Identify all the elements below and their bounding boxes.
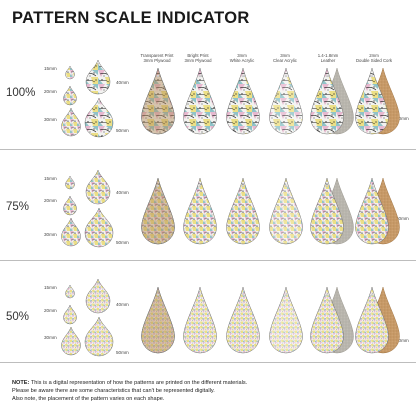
sample-drop-30mm bbox=[61, 326, 81, 356]
material-drop-white-acrylic bbox=[226, 177, 260, 245]
sample-drop-50mm bbox=[84, 207, 114, 248]
dim-label-50mm: 50mm bbox=[116, 128, 129, 133]
size-label-30mm: 30mm bbox=[44, 232, 57, 237]
size-label-15mm: 15mm bbox=[44, 176, 57, 181]
size-label-20mm: 20mm bbox=[44, 308, 57, 313]
material-drop-leather-front bbox=[310, 177, 344, 245]
material-header-white-acrylic: 3mm White Acrylic bbox=[218, 53, 266, 63]
material-line2: Double Sided Cork bbox=[355, 58, 393, 63]
size-label-15mm: 15mm bbox=[44, 66, 57, 71]
size-label-30mm: 30mm bbox=[44, 117, 57, 122]
material-drop-cork-front bbox=[355, 286, 389, 354]
material-header-cork: 2mm Double Sided Cork bbox=[350, 53, 398, 63]
material-line2: Leather bbox=[320, 58, 336, 63]
note-text: NOTE: This is a digital representation o… bbox=[12, 379, 408, 404]
material-header-bright-print: Bright Print 3mm Plywood bbox=[174, 53, 222, 63]
section-divider bbox=[0, 260, 416, 261]
material-drop-clear-acrylic bbox=[269, 286, 303, 354]
dim-label-40mm: 40mm bbox=[116, 80, 129, 85]
material-drop-transparent-print-overlay bbox=[141, 67, 175, 135]
page-title: PATTERN SCALE INDICATOR bbox=[12, 9, 250, 27]
material-drop-leather-front bbox=[310, 67, 344, 135]
dim-label-40mm: 40mm bbox=[116, 302, 129, 307]
note-line-1: NOTE: This is a digital representation o… bbox=[12, 379, 408, 387]
material-drop-cork-front bbox=[355, 67, 389, 135]
dim-label-50mm: 50mm bbox=[116, 350, 129, 355]
sample-drop-30mm bbox=[61, 217, 81, 247]
material-drop-clear-acrylic bbox=[269, 67, 303, 135]
dim-label-60mm: 60mm bbox=[396, 116, 409, 121]
material-line1: 1.4-1.8mm bbox=[317, 53, 339, 58]
material-header-leather: 1.4-1.8mm Leather bbox=[304, 53, 352, 63]
size-label-30mm: 30mm bbox=[44, 335, 57, 340]
scale-label-50: 50% bbox=[6, 311, 30, 323]
size-label-20mm: 20mm bbox=[44, 89, 57, 94]
sample-drop-40mm bbox=[85, 59, 111, 95]
dim-label-60mm: 60mm bbox=[396, 216, 409, 221]
scale-label-100: 100% bbox=[6, 87, 36, 99]
sample-drop-20mm bbox=[63, 85, 77, 106]
material-drop-white-acrylic bbox=[226, 286, 260, 354]
material-line1: Bright Print bbox=[187, 53, 209, 58]
material-drop-leather-front bbox=[310, 286, 344, 354]
material-line1: 3mm bbox=[280, 53, 290, 58]
material-drop-cork-front bbox=[355, 177, 389, 245]
material-header-transparent-print: Transparent Print 3mm Plywood bbox=[133, 53, 181, 63]
size-label-15mm: 15mm bbox=[44, 285, 57, 290]
material-drop-transparent-print-overlay bbox=[141, 286, 175, 354]
size-label-20mm: 20mm bbox=[44, 198, 57, 203]
sample-drop-15mm bbox=[65, 65, 75, 80]
material-drop-transparent-print-overlay bbox=[141, 177, 175, 245]
section-divider bbox=[0, 362, 416, 363]
material-drop-bright-print bbox=[183, 177, 217, 245]
sample-drop-20mm bbox=[63, 195, 77, 216]
material-drop-bright-print bbox=[183, 286, 217, 354]
sample-drop-20mm bbox=[63, 304, 77, 325]
material-drop-white-acrylic bbox=[226, 67, 260, 135]
dim-label-40mm: 40mm bbox=[116, 190, 129, 195]
material-header-clear-acrylic: 3mm Clear Acrylic bbox=[261, 53, 309, 63]
material-line2: White Acrylic bbox=[229, 58, 255, 63]
note-line-2: Please be aware there are some character… bbox=[12, 388, 215, 395]
dim-label-60mm: 60mm bbox=[396, 338, 409, 343]
material-line1: 3mm bbox=[237, 53, 247, 58]
note-line-1-text: This is a digital representation of how … bbox=[30, 380, 248, 386]
section-divider bbox=[0, 149, 416, 150]
sample-drop-15mm bbox=[65, 175, 75, 190]
sample-drop-50mm bbox=[84, 97, 114, 138]
dim-label-50mm: 50mm bbox=[116, 240, 129, 245]
scale-label-75: 75% bbox=[6, 201, 30, 213]
sample-drop-15mm bbox=[65, 284, 75, 299]
note-label: NOTE: bbox=[12, 380, 30, 386]
sample-drop-30mm bbox=[61, 107, 81, 137]
material-line2: 3mm Plywood bbox=[143, 58, 171, 63]
material-drop-clear-acrylic bbox=[269, 177, 303, 245]
material-line2: 3mm Plywood bbox=[184, 58, 212, 63]
material-line1: 2mm bbox=[369, 53, 379, 58]
material-line2: Clear Acrylic bbox=[273, 58, 297, 63]
sample-drop-50mm bbox=[84, 316, 114, 357]
sample-drop-40mm bbox=[85, 169, 111, 205]
note-line-3: Also note, the placement of the pattern … bbox=[12, 396, 165, 403]
material-drop-bright-print bbox=[183, 67, 217, 135]
material-line1: Transparent Print bbox=[140, 53, 174, 58]
sample-drop-40mm bbox=[85, 278, 111, 314]
